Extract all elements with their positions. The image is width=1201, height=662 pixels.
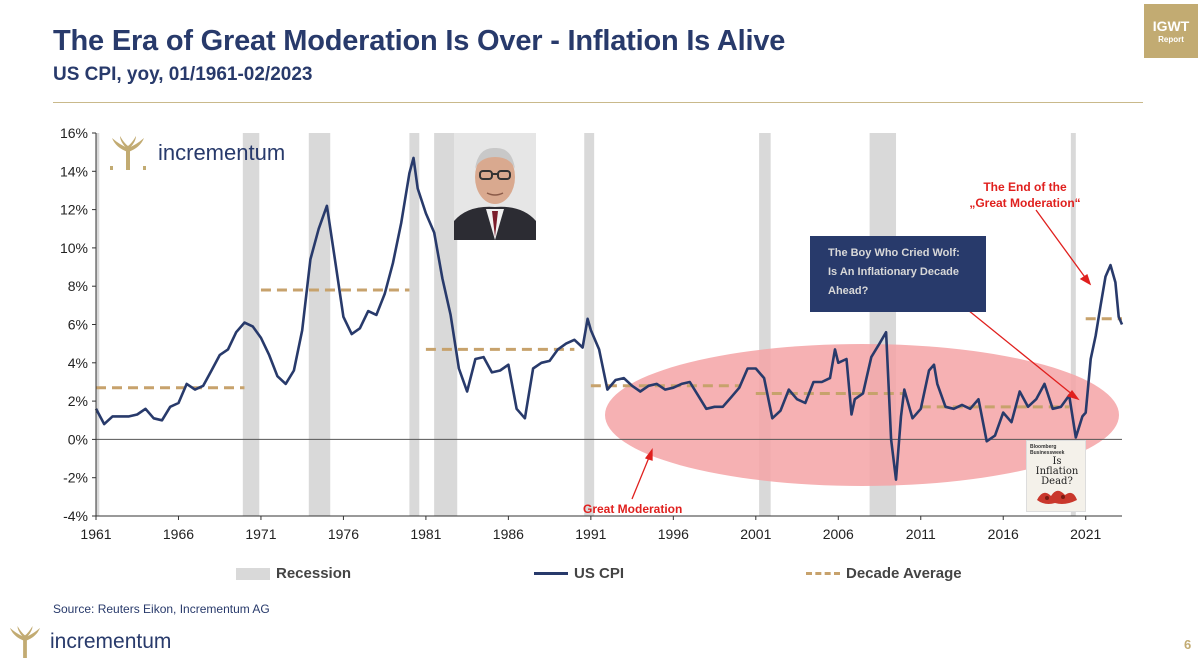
y-tick-label: 4% <box>68 355 88 371</box>
footer-brand-logo: incrementum <box>8 626 171 658</box>
page-subtitle: US CPI, yoy, 01/1961-02/2023 <box>53 64 313 85</box>
magazine-cover: Bloomberg Businessweek Is Inflation Dead? <box>1026 440 1086 512</box>
x-tick-label: 1976 <box>328 526 359 542</box>
recession-band-8 <box>1070 133 1076 516</box>
portrait-image <box>454 133 536 240</box>
x-tick-label: 2011 <box>906 526 936 542</box>
igwt-report-badge: IGWT Report <box>1144 4 1198 58</box>
x-tick-label: 2006 <box>823 526 854 542</box>
chart-brand-name: incrementum <box>158 140 286 165</box>
x-tick-label: 1961 <box>80 526 111 542</box>
recession-bands <box>96 133 1076 516</box>
y-tick-label: -2% <box>63 470 88 486</box>
tree-logo-icon <box>110 136 146 170</box>
legend-decade-swatch <box>806 572 840 575</box>
annotation-arrows <box>631 209 1092 500</box>
legend-cpi-swatch <box>534 572 568 575</box>
cover-illustration <box>1037 490 1077 504</box>
recession-band-4 <box>434 133 458 516</box>
wolf-line2: Is An Inflationary Decade <box>828 266 960 278</box>
x-tick-label: 1991 <box>575 526 606 542</box>
y-tick-label: 16% <box>60 125 88 141</box>
x-tick-label: 1971 <box>245 526 276 542</box>
wolf-line1: The Boy Who Cried Wolf: <box>828 247 960 259</box>
portrait-photo <box>454 133 536 240</box>
badge-line2: Report <box>1158 35 1184 44</box>
recession-band-3 <box>409 133 420 516</box>
chart-axes: -4% -2% 0% 2% 4% 6% 8% 10% 12% 14% 16% 1961 1966 1971… <box>60 125 1122 542</box>
legend-cpi: US CPI <box>534 565 624 582</box>
recession-band-0 <box>96 133 100 516</box>
legend-recession: Recession <box>236 565 351 582</box>
x-tick-label: 1986 <box>493 526 524 542</box>
header-divider <box>53 102 1143 103</box>
y-tick-label: 8% <box>68 278 88 294</box>
y-tick-label: 14% <box>60 163 88 179</box>
legend-recession-swatch <box>236 567 270 580</box>
footer-tree-logo-icon <box>9 626 41 658</box>
chart-brand-logo: incrementum <box>110 136 285 170</box>
y-tick-label: -4% <box>63 508 88 524</box>
cover-masthead: Bloomberg Businessweek <box>1030 444 1065 456</box>
source-note: Source: Reuters Eikon, Incrementum AG <box>53 602 270 616</box>
boy-who-cried-wolf-box: The Boy Who Cried Wolf: Is An Inflationa… <box>810 236 986 312</box>
end-line1: The End of the <box>983 180 1067 194</box>
y-tick-label: 10% <box>60 240 88 256</box>
great-moderation-annotation: Great Moderation <box>583 502 683 516</box>
page-title: The Era of Great Moderation Is Over - In… <box>53 25 786 57</box>
x-tick-label: 2016 <box>988 526 1019 542</box>
x-tick-label: 1996 <box>658 526 689 542</box>
end-of-great-moderation-annotation: The End of the „Great Moderation“ <box>950 179 1100 211</box>
chart-legend: Recession US CPI Decade Average <box>0 565 1201 585</box>
end-line2: „Great Moderation“ <box>969 196 1081 210</box>
recession-band-6 <box>759 133 771 516</box>
legend-recession-label: Recession <box>276 565 352 582</box>
legend-cpi-label: US CPI <box>574 565 625 582</box>
wolf-line3: Ahead? <box>828 285 869 297</box>
x-tick-label: 1981 <box>410 526 441 542</box>
x-tick-label: 1966 <box>163 526 194 542</box>
y-tick-label: 6% <box>68 317 88 333</box>
recession-band-2 <box>308 133 331 516</box>
page-number: 6 <box>1184 637 1192 652</box>
y-tick-label: 12% <box>60 202 88 218</box>
footer-brand-name: incrementum <box>50 630 172 653</box>
legend-decade-average: Decade Average <box>806 565 962 582</box>
great-moderation-ellipse <box>605 344 1119 486</box>
y-tick-label: 2% <box>68 393 88 409</box>
x-tick-label: 2021 <box>1070 526 1101 542</box>
cpi-series-line <box>94 156 1124 481</box>
legend-decade-label: Decade Average <box>846 565 962 582</box>
cover-headline: Is Inflation Dead? <box>1035 456 1079 487</box>
badge-line1: IGWT <box>1152 18 1190 34</box>
y-tick-label: 0% <box>68 431 88 447</box>
x-tick-label: 2001 <box>740 526 771 542</box>
